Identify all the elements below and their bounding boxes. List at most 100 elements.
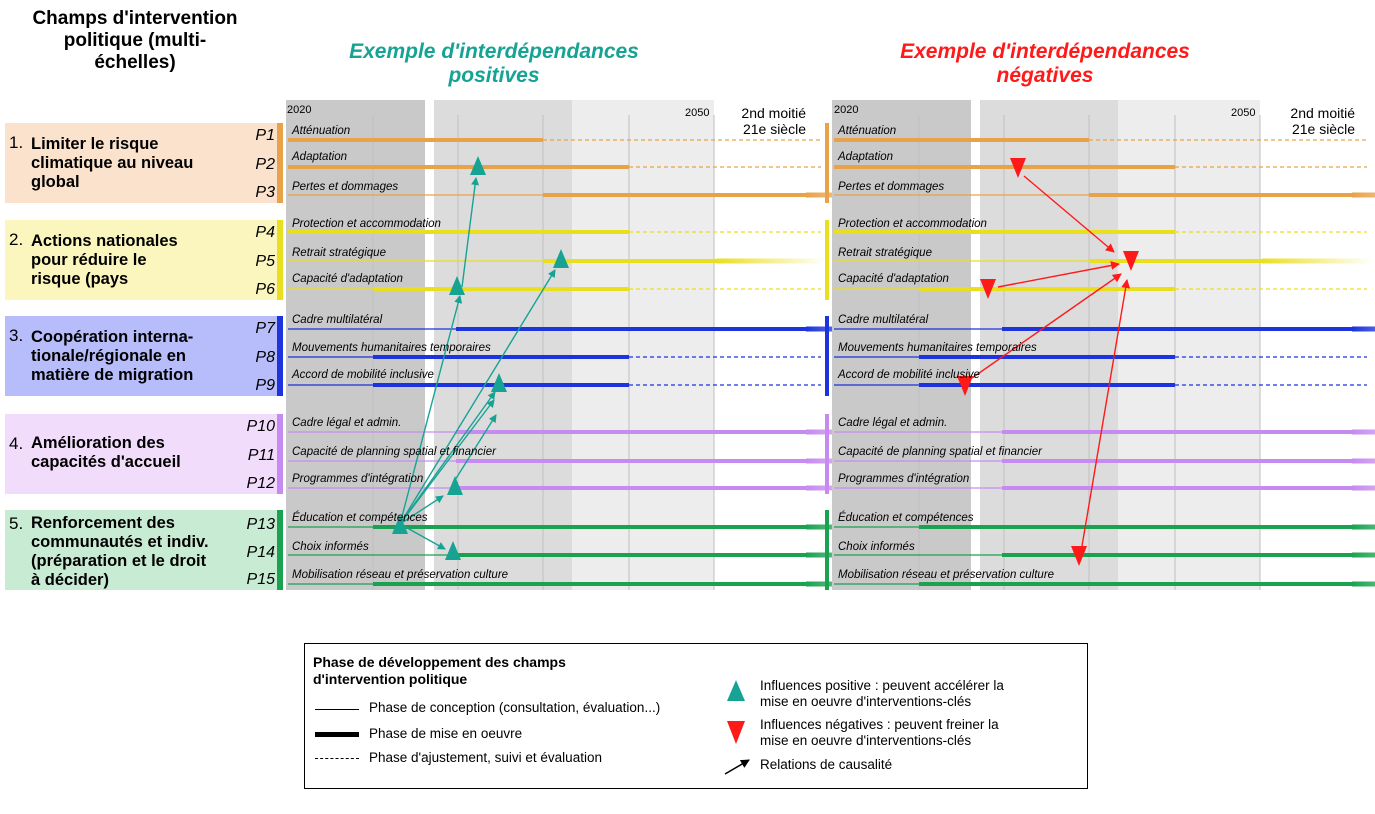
period-band [373, 100, 425, 590]
implementation-fade [1352, 458, 1375, 464]
row-label: Mouvements humanitaires temporaires [292, 342, 491, 354]
row-label: Éducation et compétences [838, 512, 974, 524]
policy-code: P5 [255, 253, 275, 270]
period-band [434, 100, 572, 590]
negative-triangle-icon [727, 721, 745, 744]
policy-code: P8 [255, 349, 275, 366]
legend-title: Phase de développement des champs d'inte… [313, 654, 566, 687]
row-label: Retrait stratégique [838, 247, 932, 259]
legend-adjustment: Phase d'ajustement, suivi et évaluation [369, 750, 602, 765]
policy-code: P3 [255, 184, 275, 201]
policy-code: P9 [255, 377, 275, 394]
row-label: Atténuation [838, 125, 897, 137]
row-label: Programmes d'intégration [292, 473, 424, 485]
legend-negative: Influences négatives : peuvent freiner l… [760, 717, 999, 748]
row-label: Protection et accommodation [292, 218, 441, 230]
policy-code: P15 [246, 571, 275, 588]
positive-influence-icon [447, 476, 463, 495]
group-label: Coopération interna- tionale/régionale e… [31, 328, 194, 384]
panel-title-negative: Exemple d'interdépendances négatives [900, 40, 1190, 87]
causal-arrow [399, 295, 463, 525]
group-number: 5. [9, 514, 24, 533]
positive-influence-icon [392, 515, 408, 534]
row-label: Accord de mobilité inclusive [292, 369, 434, 381]
group-number: 4. [9, 434, 24, 453]
group-label: Renforcement des communautés et indiv. (… [31, 514, 209, 589]
axis-late-label: 2nd moitié 21e siècle [741, 105, 806, 137]
implementation-fade [1352, 485, 1375, 491]
group-bar [279, 220, 283, 300]
axis-start-label: 2020 [287, 104, 312, 116]
row-label: Capacité d'adaptation [292, 273, 403, 285]
implementation-fade [1352, 192, 1375, 198]
policy-code: P6 [255, 281, 275, 298]
policy-code: P7 [255, 320, 275, 337]
group-bar [825, 123, 829, 203]
implementation-fade [1352, 581, 1375, 587]
negative-influence-icon [1123, 251, 1139, 271]
row-label: Adaptation [838, 151, 893, 163]
period-band [1118, 100, 1260, 590]
positive-influence-icon [491, 373, 507, 392]
causal-arrow-icon [724, 759, 750, 775]
group-bar [279, 316, 283, 396]
causal-arrow [399, 523, 446, 550]
group-bar [825, 220, 829, 300]
legend-implementation: Phase de mise en oeuvre [369, 726, 523, 741]
row-label: Éducation et compétences [292, 512, 428, 524]
row-label: Cadre multilatéral [838, 314, 929, 326]
group-label: Actions nationales pour réduire le risqu… [31, 232, 178, 288]
causal-arrow [399, 495, 444, 525]
row-label: Programmes d'intégration [838, 473, 970, 485]
legend-positive: Influences positive : peuvent accélérer … [760, 678, 1004, 709]
group-bar [825, 510, 829, 590]
negative-influence-icon [1010, 158, 1026, 178]
period-band [832, 100, 919, 590]
row-label: Capacité de planning spatial et financie… [838, 446, 1042, 458]
axis-end-label: 2050 [1231, 107, 1256, 119]
policy-code: P11 [247, 447, 275, 464]
causal-arrow [997, 261, 1120, 288]
positive-influence-icon [445, 541, 461, 560]
period-band [572, 100, 714, 590]
axis-start-label: 2020 [834, 104, 859, 116]
row-label: Mouvements humanitaires temporaires [838, 342, 1037, 354]
row-label: Pertes et dommages [838, 181, 945, 193]
axis-late-label: 2nd moitié 21e siècle [1290, 105, 1355, 137]
row-label: Adaptation [292, 151, 347, 163]
group-climate: 1. Limiter le risque climatique au nivea… [5, 123, 277, 203]
legend-causal: Relations de causalité [760, 757, 893, 772]
row-label: Cadre légal et admin. [292, 417, 402, 429]
row-label: Pertes et dommages [292, 181, 399, 193]
group-bar [279, 123, 283, 203]
row-label: Capacité de planning spatial et financie… [292, 446, 496, 458]
legend-line-conception [315, 709, 359, 710]
causal-arrow [454, 414, 497, 481]
group-reception: 4. Amélioration des capacités d'accueil … [5, 414, 277, 494]
legend-symbols [724, 680, 750, 775]
timeline-panel-negative [825, 100, 1375, 590]
policy-code: P10 [246, 418, 275, 435]
period-band [980, 100, 1118, 590]
left-title: Champs d'intervention politique (multi- … [32, 8, 238, 73]
group-national: 2. Actions nationales pour réduire le ri… [5, 220, 277, 300]
row-label: Accord de mobilité inclusive [838, 369, 980, 381]
implementation-fade [1262, 258, 1372, 264]
policy-code: P13 [246, 516, 275, 533]
positive-influence-icon [553, 249, 569, 268]
positive-triangle-icon [727, 680, 745, 701]
group-number: 3. [9, 326, 24, 345]
row-label: Cadre légal et admin. [838, 417, 948, 429]
group-label: Limiter le risque climatique au niveau g… [31, 135, 194, 191]
row-label: Choix informés [838, 541, 915, 553]
panel-title-positive: Exemple d'interdépendances positives [349, 40, 639, 87]
row-label: Cadre multilatéral [292, 314, 383, 326]
implementation-fade [1352, 552, 1375, 558]
positive-influence-icon [449, 276, 465, 295]
row-label: Choix informés [292, 541, 369, 553]
legend-conception: Phase de conception (consultation, évalu… [369, 700, 661, 715]
axis-end-label: 2050 [685, 107, 710, 119]
negative-influence-icon [980, 279, 996, 299]
row-label: Capacité d'adaptation [838, 273, 949, 285]
